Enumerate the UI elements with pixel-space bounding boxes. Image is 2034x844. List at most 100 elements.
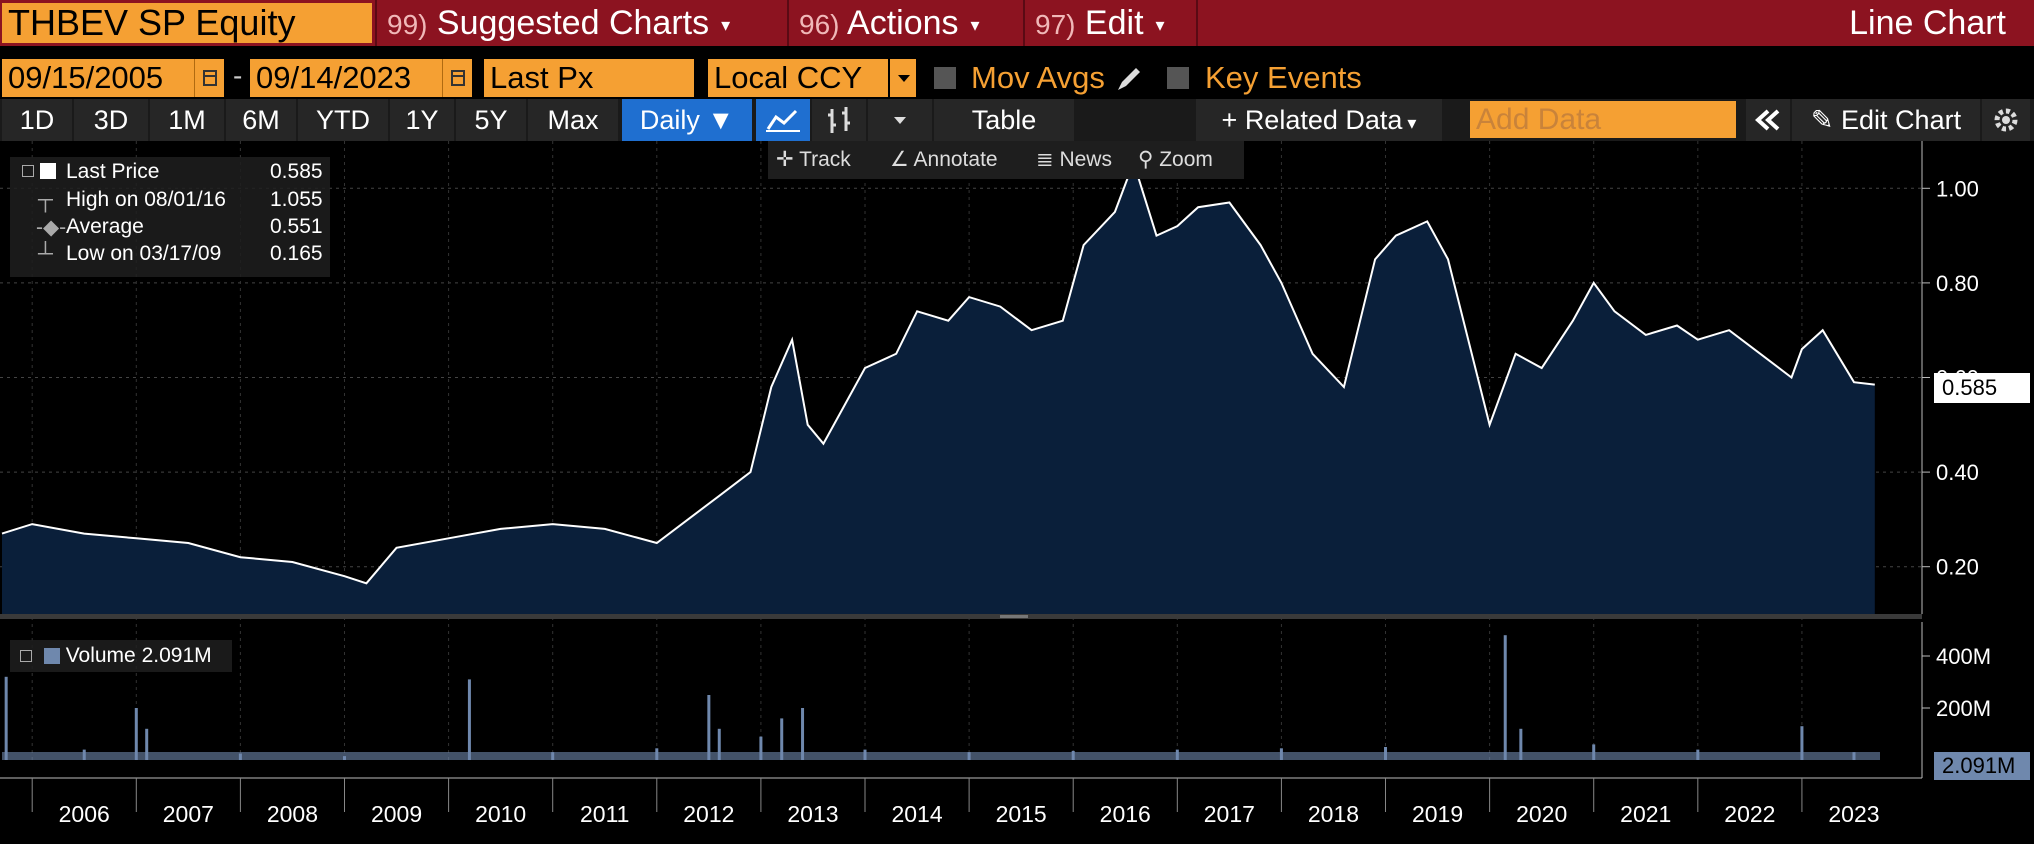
volume-bar [1503, 635, 1507, 760]
track-label: Track [799, 148, 851, 171]
x-tick-label: 2023 [1828, 801, 1879, 827]
chart-style-dropdown[interactable] [868, 99, 932, 141]
period-ytd-button[interactable]: YTD [298, 99, 388, 141]
key-events-checkbox[interactable] [1167, 67, 1189, 89]
x-tick-label: 2019 [1412, 801, 1463, 827]
zoom-label: Zoom [1159, 148, 1213, 171]
price-y-tick-label: 1.00 [1936, 176, 1979, 201]
table-button[interactable]: Table [934, 99, 1074, 141]
menu-number: 97) [1035, 9, 1076, 40]
double-chevron-left-icon[interactable] [1746, 99, 1790, 141]
bar-chart-icon[interactable] [812, 99, 866, 141]
line-chart-icon[interactable] [756, 99, 810, 141]
volume-bar [1800, 726, 1804, 760]
collapse-icon[interactable] [22, 165, 34, 177]
volume-y-tick-label: 400M [1936, 644, 1991, 669]
currency-dropdown-button[interactable] [888, 59, 916, 97]
x-tick-label: 2016 [1100, 801, 1151, 827]
volume-bar [467, 679, 471, 760]
price-field-select[interactable]: Last Px [484, 59, 694, 97]
pencil-icon[interactable] [1114, 64, 1144, 94]
period-3d-button[interactable]: 3D [74, 99, 148, 141]
price-y-tick-label: 0.20 [1936, 555, 1979, 580]
period-6m-button[interactable]: 6M [226, 99, 296, 141]
price-chart[interactable]: 0.200.400.600.801.00200M400M200620072008… [0, 141, 2034, 844]
panel-divider [0, 614, 1922, 619]
high-marker-icon: ┬ [38, 188, 53, 211]
plus-icon: + [1221, 105, 1245, 135]
volume-bar [717, 728, 721, 760]
period-1d-button[interactable]: 1D [2, 99, 72, 141]
mov-avgs-checkbox[interactable] [934, 67, 956, 89]
volume-baseline-area [2, 752, 1880, 760]
x-tick-label: 2010 [475, 801, 526, 827]
x-tick-label: 2007 [163, 801, 214, 827]
zoom-tool[interactable]: ⚲ Zoom [1138, 141, 1213, 179]
x-tick-label: 2021 [1620, 801, 1671, 827]
x-tick-label: 2020 [1516, 801, 1567, 827]
mov-avgs-label[interactable]: Mov Avgs [971, 60, 1105, 95]
legend-high-label: High on 08/01/16 [66, 188, 226, 211]
gear-icon[interactable] [1982, 99, 2030, 141]
end-date-field[interactable]: 09/14/2023 [250, 59, 442, 97]
date-separator: - [233, 60, 243, 91]
x-tick-label: 2017 [1204, 801, 1255, 827]
price-y-tick-label: 0.80 [1936, 271, 1979, 296]
news-tool[interactable]: ≣ News [1036, 141, 1112, 179]
volume-y-tick-label: 200M [1936, 696, 1991, 721]
pencil-icon: ✎ [1810, 105, 1842, 135]
period-max-button[interactable]: Max [528, 99, 618, 141]
crosshair-icon: ✛ [776, 148, 800, 171]
calendar-icon[interactable] [194, 59, 224, 97]
chevron-down-icon: ▾ [1402, 113, 1417, 133]
related-data-label: Related Data [1244, 105, 1403, 135]
menu-label: Actions [847, 4, 959, 42]
x-tick-label: 2011 [580, 801, 629, 827]
volume-bar [1519, 728, 1523, 760]
ticker-field[interactable]: THBEV SP Equity [2, 3, 372, 43]
period-5y-button[interactable]: 5Y [456, 99, 526, 141]
currency-select[interactable]: Local CCY [708, 59, 888, 97]
average-marker-icon: -◆- [36, 216, 67, 239]
calendar-icon[interactable] [442, 59, 472, 97]
edit-chart-button[interactable]: ✎ Edit Chart [1792, 99, 1980, 141]
key-events-label[interactable]: Key Events [1205, 60, 1362, 95]
period-1y-button[interactable]: 1Y [390, 99, 454, 141]
actions-menu[interactable]: 96) Actions ▾ [787, 0, 1021, 46]
chevron-down-icon: ▾ [721, 15, 731, 36]
menu-number: 99) [387, 9, 428, 40]
x-tick-label: 2013 [787, 801, 838, 827]
legend-last-label: Last Price [66, 160, 160, 183]
news-label: News [1059, 148, 1112, 171]
volume-bar [801, 708, 805, 760]
price-line [1, 159, 1875, 585]
period-1m-button[interactable]: 1M [150, 99, 224, 141]
volume-legend-label: Volume 2.091M [65, 644, 212, 667]
start-date-field[interactable]: 09/15/2005 [2, 59, 194, 97]
volume-bar [134, 708, 138, 760]
edit-menu[interactable]: 97) Edit ▾ [1023, 0, 1198, 46]
x-tick-label: 2012 [683, 801, 734, 827]
related-data-button[interactable]: + Related Data ▾ [1196, 99, 1442, 141]
collapse-icon[interactable] [20, 650, 32, 662]
x-tick-label: 2006 [59, 801, 110, 827]
volume-bar [707, 695, 711, 760]
volume-bar [780, 718, 784, 760]
price-area [2, 162, 1875, 615]
menu-label: Edit [1084, 4, 1144, 42]
volume-legend: Volume 2.091M [10, 640, 232, 672]
legend-low-label: Low on 03/17/09 [66, 242, 222, 265]
last-volume-tag: 2.091M [1934, 752, 2030, 780]
x-tick-label: 2022 [1724, 801, 1775, 827]
legend-swatch [40, 163, 56, 179]
legend-low-value: 0.165 [270, 242, 323, 265]
add-data-input[interactable]: Add Data [1470, 101, 1736, 138]
suggested-charts-menu[interactable]: 99) Suggested Charts ▾ [375, 0, 785, 46]
annotate-icon: ∠ [890, 148, 914, 171]
price-legend: Last Price 0.585 ┬ High on 08/01/16 1.05… [10, 157, 330, 277]
chevron-down-icon: ▾ [1155, 15, 1165, 36]
x-tick-label: 2009 [371, 801, 422, 827]
frequency-select[interactable]: Daily ▼ [622, 99, 752, 141]
track-tool[interactable]: ✛ Track [776, 141, 851, 179]
annotate-tool[interactable]: ∠ Annotate [890, 141, 998, 179]
